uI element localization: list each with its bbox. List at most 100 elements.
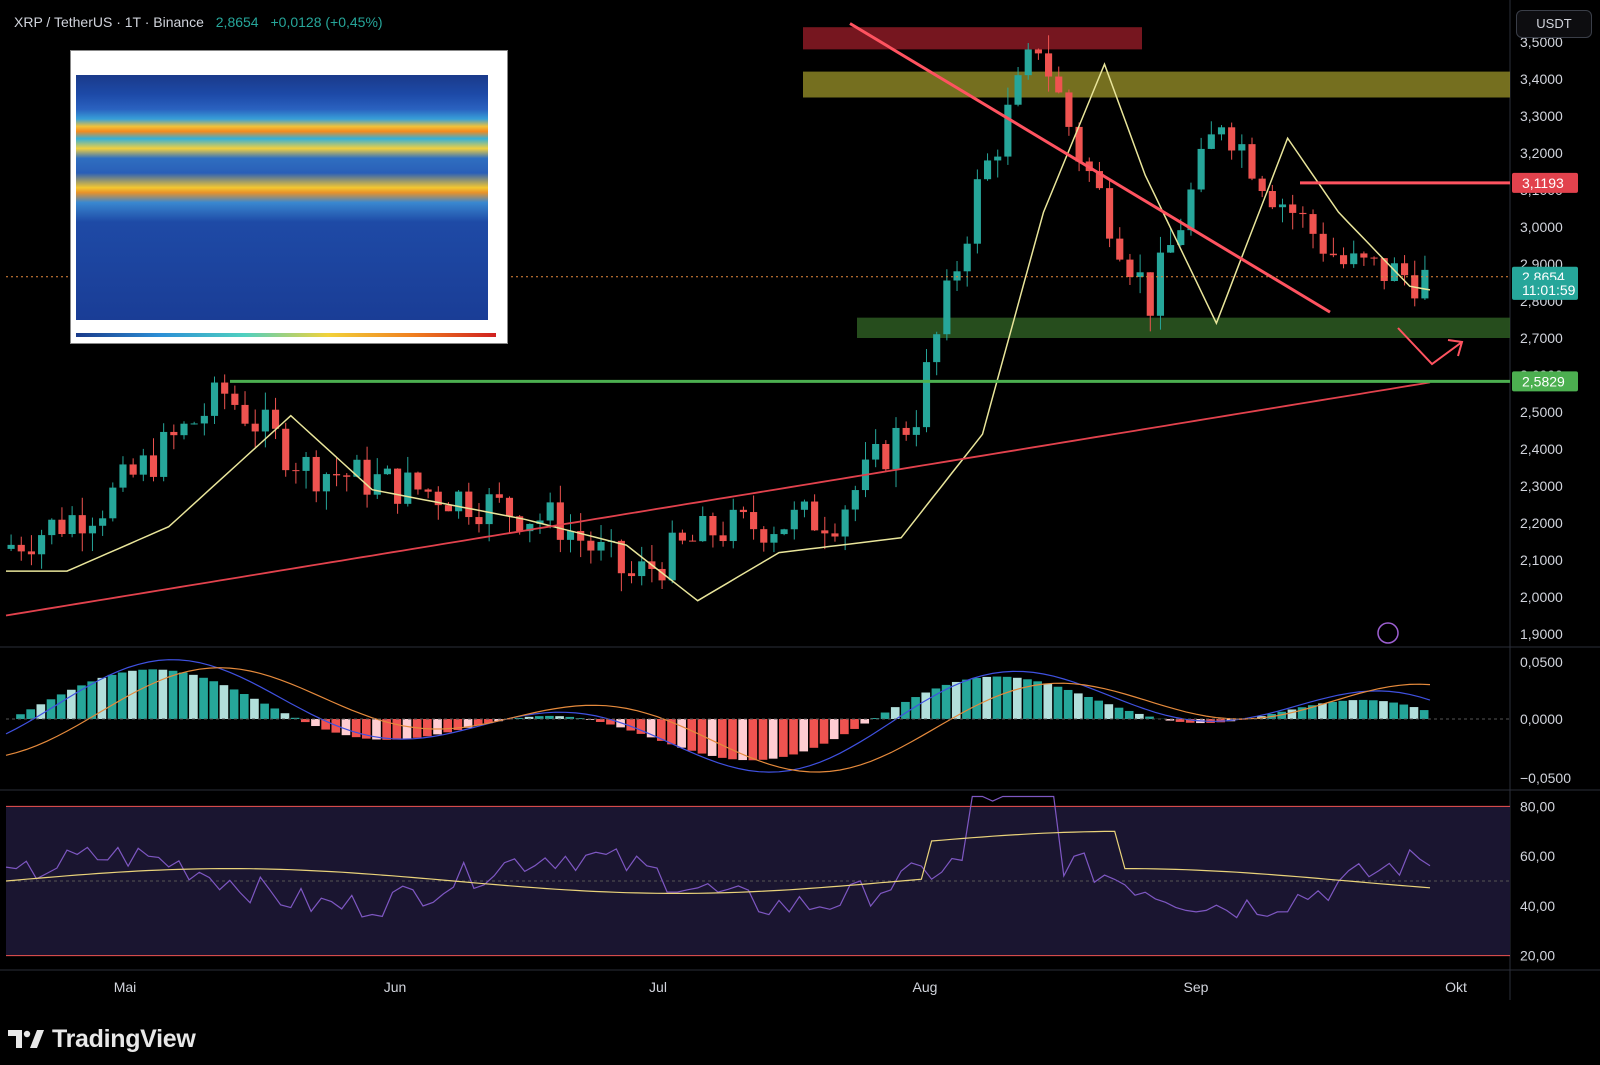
rsi-moving-average <box>5 830 1431 894</box>
tradingview-brand[interactable]: TradingView <box>8 1022 196 1056</box>
candle-body <box>536 520 544 524</box>
macd-bar <box>321 719 330 730</box>
candle-body <box>1095 171 1103 189</box>
macd-line <box>5 659 1431 773</box>
candle-body <box>1401 263 1409 276</box>
macd-bar <box>514 717 524 719</box>
candle-body <box>68 515 76 535</box>
macd-tick-label: 0,0000 <box>1520 711 1563 727</box>
macd-bar <box>1328 701 1337 719</box>
macd-bar <box>189 674 198 719</box>
candle-body <box>719 535 727 542</box>
candle-body <box>760 529 768 543</box>
macd-bar <box>77 685 86 719</box>
candle-body <box>790 509 798 530</box>
macd-bar <box>1023 679 1032 719</box>
macd-bar <box>1175 719 1185 722</box>
candle-body <box>699 516 707 542</box>
macd-bar <box>300 719 310 723</box>
macd-bar <box>270 708 280 719</box>
macd-bar <box>880 712 890 719</box>
rsi-tick-label: 20,00 <box>1520 948 1555 964</box>
candle-body <box>983 160 992 180</box>
macd-bar <box>799 719 809 752</box>
candle-body <box>933 334 941 363</box>
signal-line <box>5 667 1431 773</box>
macd-bar <box>1338 700 1348 719</box>
candle-body <box>1390 263 1398 281</box>
candle-body <box>495 494 503 498</box>
candle-body <box>922 362 931 428</box>
macd-bar <box>36 704 46 719</box>
macd-bar <box>941 684 951 719</box>
candle-body <box>1299 212 1307 215</box>
macd-bar <box>117 672 127 719</box>
candle-body <box>678 532 686 541</box>
candle-body <box>1380 258 1388 281</box>
candle-body <box>180 423 188 436</box>
macd-bar <box>1389 702 1398 719</box>
macd-bar <box>992 676 1002 719</box>
candle-body <box>851 490 859 510</box>
rsi-tick-label: 80,00 <box>1520 798 1555 814</box>
candle-body <box>780 529 788 535</box>
candle-body <box>302 456 310 471</box>
price-change: +0,0128 (+0,45%) <box>270 14 383 30</box>
candle-body <box>729 509 737 542</box>
candle-body <box>353 459 361 477</box>
candle-body <box>1207 134 1215 149</box>
candle-body <box>617 540 625 574</box>
candle-body <box>1187 189 1195 231</box>
macd-tick-label: −0,0500 <box>1520 770 1571 786</box>
macd-bar <box>1104 704 1114 719</box>
candle-body <box>424 489 432 492</box>
resistance-zone <box>803 71 1510 98</box>
supply-zone-top <box>803 27 1142 50</box>
candle-body <box>1370 257 1378 259</box>
candle-body <box>48 519 56 536</box>
symbol-title[interactable]: XRP / TetherUS · 1T · Binance <box>14 14 204 30</box>
macd-bar <box>484 719 493 724</box>
candle-body <box>1004 104 1012 157</box>
macd-bar <box>56 694 66 719</box>
candle-body <box>1075 126 1083 162</box>
price-label: 2,5829 <box>1522 373 1565 389</box>
macd-bar <box>443 719 453 733</box>
candle-body <box>1258 178 1266 192</box>
candle-body <box>831 533 839 537</box>
macd-bar <box>209 681 219 719</box>
x-axis-label: Jun <box>384 979 407 995</box>
candle-body <box>1116 238 1124 260</box>
macd-bar <box>1063 689 1073 719</box>
candle-body <box>1278 204 1287 208</box>
candle-body <box>78 515 86 534</box>
macd-bar <box>1368 700 1378 719</box>
price-axis: 3,50003,40003,30003,20003,10003,00002,90… <box>1520 34 1563 642</box>
macd-bar <box>1399 704 1409 719</box>
chart-header: XRP / TetherUS · 1T · Binance 2,8654 +0,… <box>14 14 383 30</box>
macd-bar <box>199 677 208 719</box>
macd-bar <box>534 716 544 719</box>
price-tick-label: 2,7000 <box>1520 330 1563 346</box>
candle-body <box>88 525 97 534</box>
macd-bar <box>819 719 829 744</box>
slow-moving-average <box>5 381 1431 617</box>
candle-body <box>902 427 910 435</box>
candle-body <box>1045 53 1053 77</box>
price-label-box <box>1512 172 1578 193</box>
candle-body <box>485 494 493 525</box>
candle-body <box>953 271 961 281</box>
currency-button[interactable]: USDT <box>1516 10 1592 38</box>
candle-body <box>1289 204 1297 213</box>
rsi-tick-label: 40,00 <box>1520 898 1555 914</box>
macd-bar <box>168 670 178 719</box>
macd-bar <box>219 685 229 719</box>
macd-bar <box>667 719 676 745</box>
candle-body <box>627 573 636 577</box>
candle-body <box>38 535 46 555</box>
candle-body <box>58 519 66 535</box>
candle-body <box>109 487 117 519</box>
macd-bar <box>1277 711 1287 719</box>
macd-bar <box>1094 700 1103 719</box>
